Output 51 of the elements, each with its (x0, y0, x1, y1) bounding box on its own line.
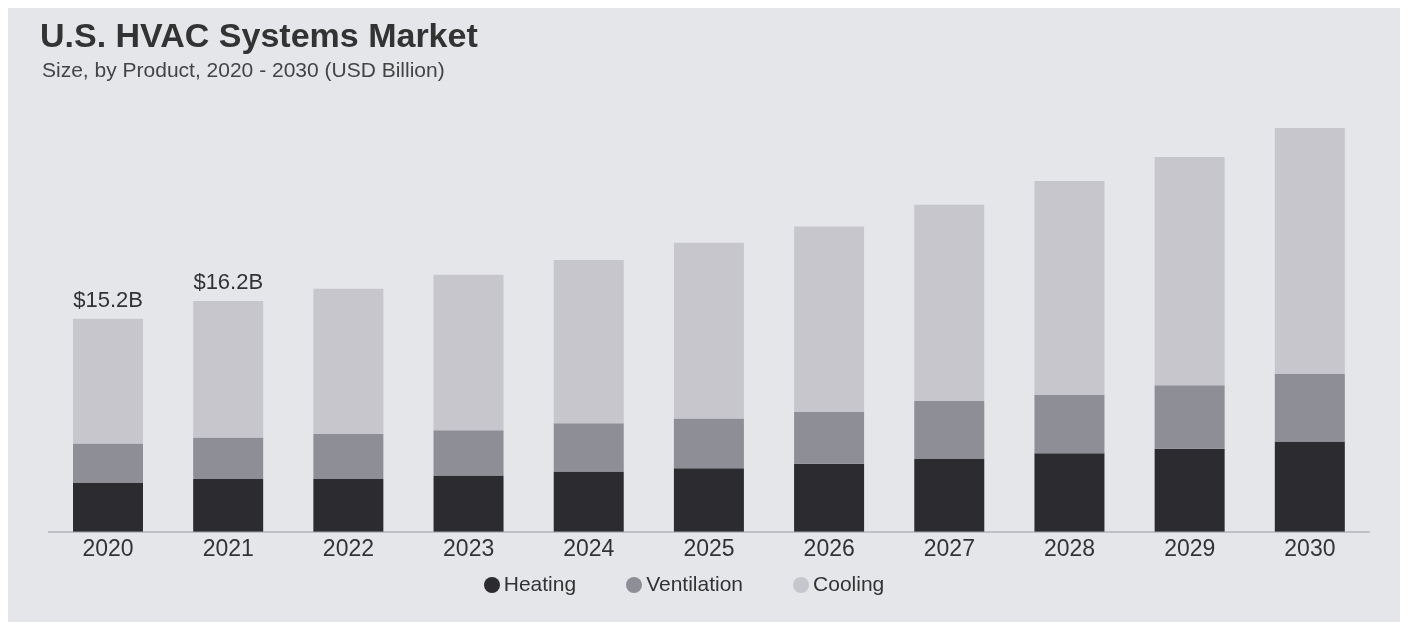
legend-label: Ventilation (646, 572, 744, 595)
x-tick-label: 2029 (1164, 535, 1216, 562)
bar (1154, 157, 1225, 386)
bar (313, 433, 384, 480)
chart-subtitle: Size, by Product, 2020 - 2030 (USD Billion) (42, 58, 445, 82)
bar (433, 274, 504, 431)
bar (1274, 441, 1345, 532)
legend-label: Heating (503, 572, 577, 595)
bar (794, 412, 865, 464)
x-tick-label: 2030 (1284, 535, 1336, 562)
bar (673, 468, 744, 532)
legend-label: Cooling (813, 572, 885, 595)
bar (1274, 374, 1345, 442)
bar (193, 479, 264, 532)
bar (433, 430, 504, 476)
bar (193, 300, 264, 438)
bar (794, 226, 865, 413)
bar (553, 423, 624, 472)
bar (1034, 453, 1105, 532)
bar (673, 242, 744, 419)
x-tick-label: 2021 (202, 535, 254, 562)
x-tick-label: 2026 (803, 535, 855, 562)
bar (73, 318, 143, 444)
bar (914, 458, 985, 532)
x-tick-label: 2020 (82, 535, 134, 562)
x-tick-label: 2027 (923, 535, 975, 562)
x-tick-label: 2023 (443, 535, 495, 562)
bar (1034, 180, 1105, 395)
bar (673, 418, 744, 469)
bar (313, 479, 384, 532)
x-tick-label: 2028 (1043, 535, 1096, 562)
bar (193, 437, 264, 480)
x-tick-label: 2024 (563, 535, 615, 562)
annotation: $15.2B (73, 286, 143, 312)
bar (553, 260, 624, 424)
bar (553, 471, 624, 532)
bar (1274, 128, 1345, 375)
bar (1154, 385, 1225, 449)
bar (73, 443, 143, 484)
chart-title: U.S. HVAC Systems Market (40, 16, 478, 55)
x-tick-label: 2022 (322, 535, 375, 562)
bar (1034, 394, 1105, 454)
annotation: $16.2B (193, 268, 264, 294)
bar (1154, 448, 1225, 532)
bar (313, 288, 384, 434)
x-tick-label: 2025 (683, 535, 735, 562)
bar (914, 401, 985, 459)
bar (433, 475, 504, 532)
bar (73, 483, 143, 532)
bar (794, 463, 865, 532)
bar (914, 204, 985, 402)
